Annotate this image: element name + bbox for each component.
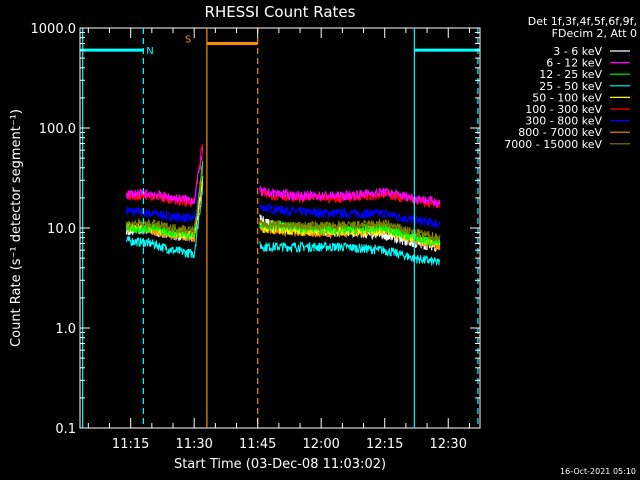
- data-traces: [125, 143, 441, 266]
- y-tick-label: 10.0: [47, 222, 76, 237]
- timestamp: 16-Oct-2021 05:10: [560, 467, 636, 476]
- legend-label: 12 - 25 keV: [539, 68, 602, 81]
- x-axis: 11:15 11:30 11:45 12:00 12:15 12:30: [87, 28, 470, 452]
- y-axis-title: Count Rate (s⁻¹ detector segment⁻¹): [9, 109, 24, 347]
- legend-label: 3 - 6 keV: [553, 45, 602, 58]
- x-tick-label: 11:15: [112, 437, 149, 452]
- x-tick-label: 12:15: [366, 437, 403, 452]
- legend-header: Det 1f,3f,4f,5f,6f,9f,: [528, 15, 637, 28]
- time-markers: NS: [80, 28, 480, 428]
- y-tick-label: 1000.0: [31, 22, 77, 37]
- y-tick-label: 1.0: [55, 322, 76, 337]
- y-tick-label: 100.0: [39, 122, 76, 137]
- legend: Det 1f,3f,4f,5f,6f,9f,FDecim 2, Att 0 3 -…: [504, 15, 637, 151]
- legend-label: 25 - 50 keV: [539, 80, 602, 93]
- x-tick-label: 12:30: [430, 437, 467, 452]
- flag-label: N: [146, 46, 153, 57]
- chart-title: RHESSI Count Rates: [205, 3, 356, 21]
- trace-6-12-kev: [125, 146, 441, 208]
- x-tick-label: 11:45: [239, 437, 276, 452]
- legend-label: 50 - 100 keV: [532, 91, 602, 104]
- legend-label: 100 - 300 keV: [525, 103, 602, 116]
- legend-label: 7000 - 15000 keV: [504, 138, 602, 151]
- x-axis-title: Start Time (03-Dec-08 11:03:02): [174, 457, 386, 472]
- trace-7000-15000-kev: [125, 169, 441, 242]
- x-tick-label: 12:00: [302, 437, 339, 452]
- x-tick-label: 11:30: [175, 437, 212, 452]
- legend-label: 300 - 800 keV: [525, 115, 602, 128]
- y-tick-label: 0.1: [55, 422, 76, 437]
- legend-header: FDecim 2, Att 0: [552, 27, 637, 40]
- y-axis: 0.1 1.0 10.0 100.0 1000.0: [31, 22, 480, 437]
- trace-300-800-kev: [125, 168, 441, 228]
- legend-label: 6 - 12 keV: [546, 57, 602, 70]
- legend-label: 800 - 7000 keV: [518, 126, 602, 139]
- trace-25-50-kev: [125, 183, 441, 266]
- flag-label: S: [185, 34, 191, 45]
